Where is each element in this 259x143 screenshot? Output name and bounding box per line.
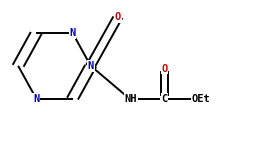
Text: C: C [161, 94, 168, 104]
Text: N: N [88, 61, 94, 71]
Text: O: O [115, 12, 121, 22]
Text: N: N [69, 28, 76, 38]
Text: OEt: OEt [191, 94, 210, 104]
Text: N: N [33, 94, 39, 104]
Text: NH: NH [125, 94, 137, 104]
Text: O: O [161, 64, 168, 74]
